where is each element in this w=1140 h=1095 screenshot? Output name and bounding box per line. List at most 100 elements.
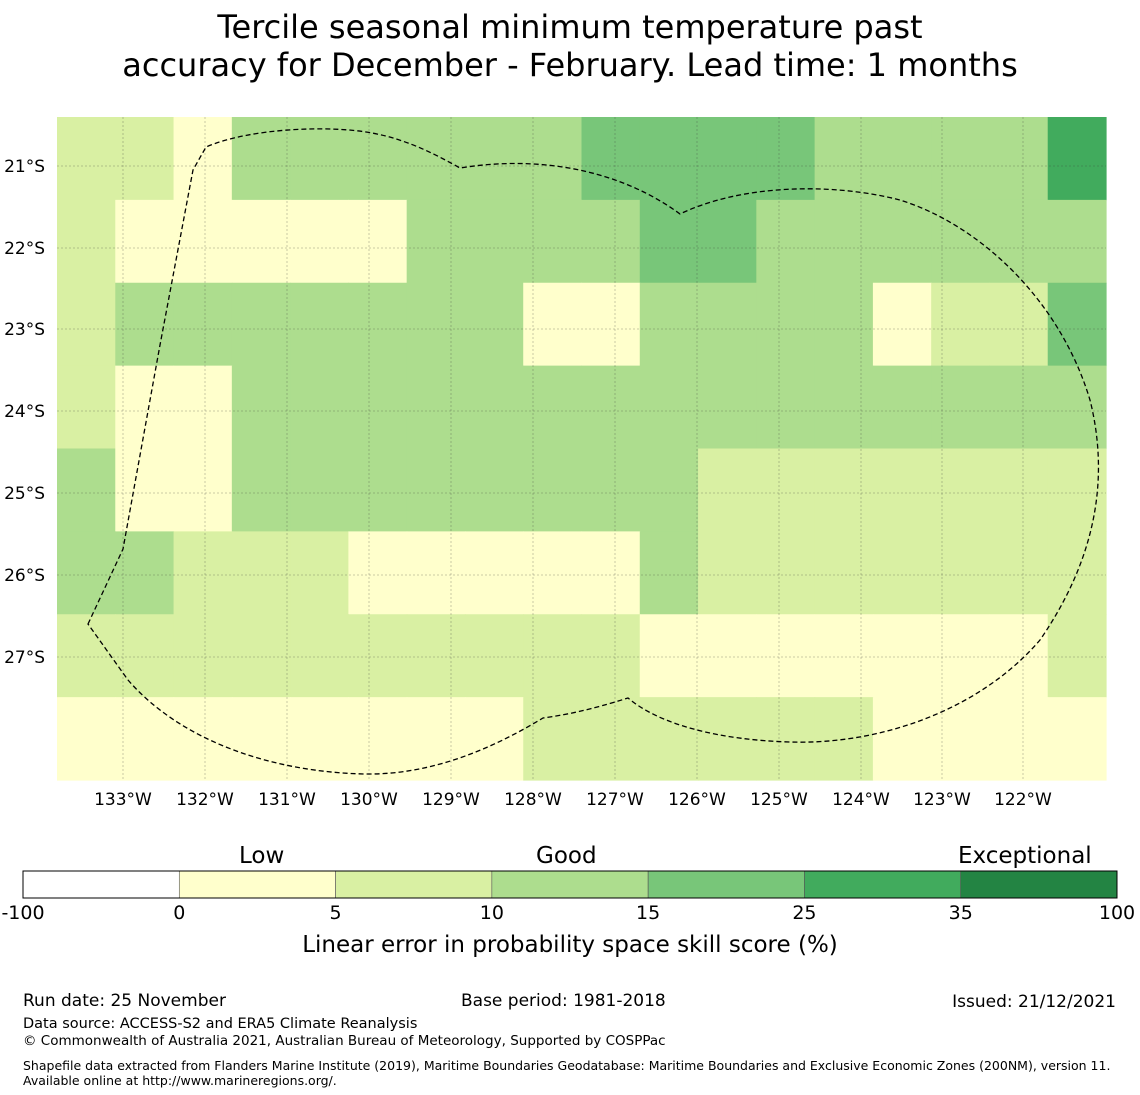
skill-grid [57,117,1107,781]
grid-cell [290,614,349,698]
grid-cell [173,117,233,201]
grid-cell [173,448,233,532]
colorbar [22,870,1118,899]
grid-cell [290,531,349,615]
colorbar-segment [335,870,493,899]
grid-cell [581,282,641,367]
grid-cell [523,531,583,615]
grid-cell [464,199,524,284]
grid-cell [989,117,1049,201]
grid-cell [464,448,524,532]
grid-cell [872,697,932,781]
latitude-label: 22°S [4,239,45,259]
grid-cell [523,365,583,450]
grid-cell [173,365,233,450]
issued-date: Issued: 21/12/2021 [952,992,1116,1012]
graticule [57,117,1106,780]
grid-cell [989,448,1049,532]
longitude-label: 123°W [913,790,971,810]
grid-cell [290,697,349,781]
grid-cell [989,282,1049,367]
grid-cell [57,531,116,615]
grid-cell [348,282,408,367]
grid-cell [756,365,816,450]
grid-cell [698,365,757,450]
grid-cell [756,614,816,698]
colorbar-tick-label: 10 [479,902,504,924]
colorbar-segment [647,870,805,899]
grid-cell [814,614,874,698]
grid-cell [348,117,408,201]
grid-cell [698,531,757,615]
grid-cell [756,282,816,367]
title-line-2: accuracy for December - February. Lead t… [122,46,1018,84]
latitude-label: 23°S [4,320,45,340]
colorbar-segment [960,870,1118,899]
grid-cell [1047,117,1107,201]
grid-cell [231,531,291,615]
latitude-labels: 21°S 22°S 23°S 24°S 25°S 26°S 27°S [4,157,45,668]
grid-cell [639,365,699,450]
colorbar-tick-label: 100 [1098,902,1136,924]
grid-cell [756,199,816,284]
grid-cell [406,697,466,781]
grid-cell [581,365,641,450]
grid-cell [57,697,116,781]
grid-cell [173,697,233,781]
grid-cell [406,199,466,284]
grid-cell [115,365,175,450]
grid-cell [872,365,932,450]
grid-cell [814,448,874,532]
latitude-label: 27°S [4,648,45,668]
grid-cell [348,531,408,615]
grid-cell [348,697,408,781]
grid-cell [231,448,291,532]
grid-cell [348,365,408,450]
grid-cell [231,117,291,201]
colorbar-tick-label: -100 [1,902,45,924]
grid-cell [989,531,1049,615]
grid-cell [756,697,816,781]
grid-cell [931,199,991,284]
grid-cell [406,448,466,532]
grid-cell [464,531,524,615]
longitude-labels: 133°W 132°W 131°W 130°W 129°W 128°W 127°W 126°W… [94,790,1052,810]
longitude-label: 124°W [832,790,890,810]
chart-title: Tercile seasonal minimum temperature pas… [0,8,1140,84]
grid-cell [1047,697,1107,781]
base-period: Base period: 1981-2018 [461,991,666,1011]
grid-cell [1047,199,1107,284]
longitude-label: 126°W [668,790,726,810]
colorbar-tick-label: 15 [636,902,661,924]
colorbar-label-low: Low [239,843,285,869]
grid-cell [115,117,175,201]
grid-cell [931,365,991,450]
grid-cell [1047,282,1107,367]
grid-cell [464,614,524,698]
grid-cell [464,282,524,367]
grid-cell [523,199,583,284]
grid-cell [756,531,816,615]
grid-cell [698,199,757,284]
grid-cell [698,117,757,201]
grid-cell [115,199,175,284]
grid-cell [581,697,641,781]
grid-cell [348,614,408,698]
copyright: © Commonwealth of Australia 2021, Austra… [23,1033,666,1049]
grid-cell [173,614,233,698]
grid-cell [814,365,874,450]
grid-cell [814,531,874,615]
grid-cell [872,531,932,615]
colorbar-tick-label: 0 [173,902,186,924]
grid-cell [406,365,466,450]
colorbar-title: Linear error in probability space skill … [302,932,838,958]
grid-cell [523,448,583,532]
grid-cell [756,448,816,532]
grid-cell [989,365,1049,450]
grid-cell [115,448,175,532]
grid-cell [231,365,291,450]
colorbar-tick-label: 25 [792,902,817,924]
grid-cell [698,614,757,698]
grid-cell [57,614,116,698]
grid-cell [814,282,874,367]
